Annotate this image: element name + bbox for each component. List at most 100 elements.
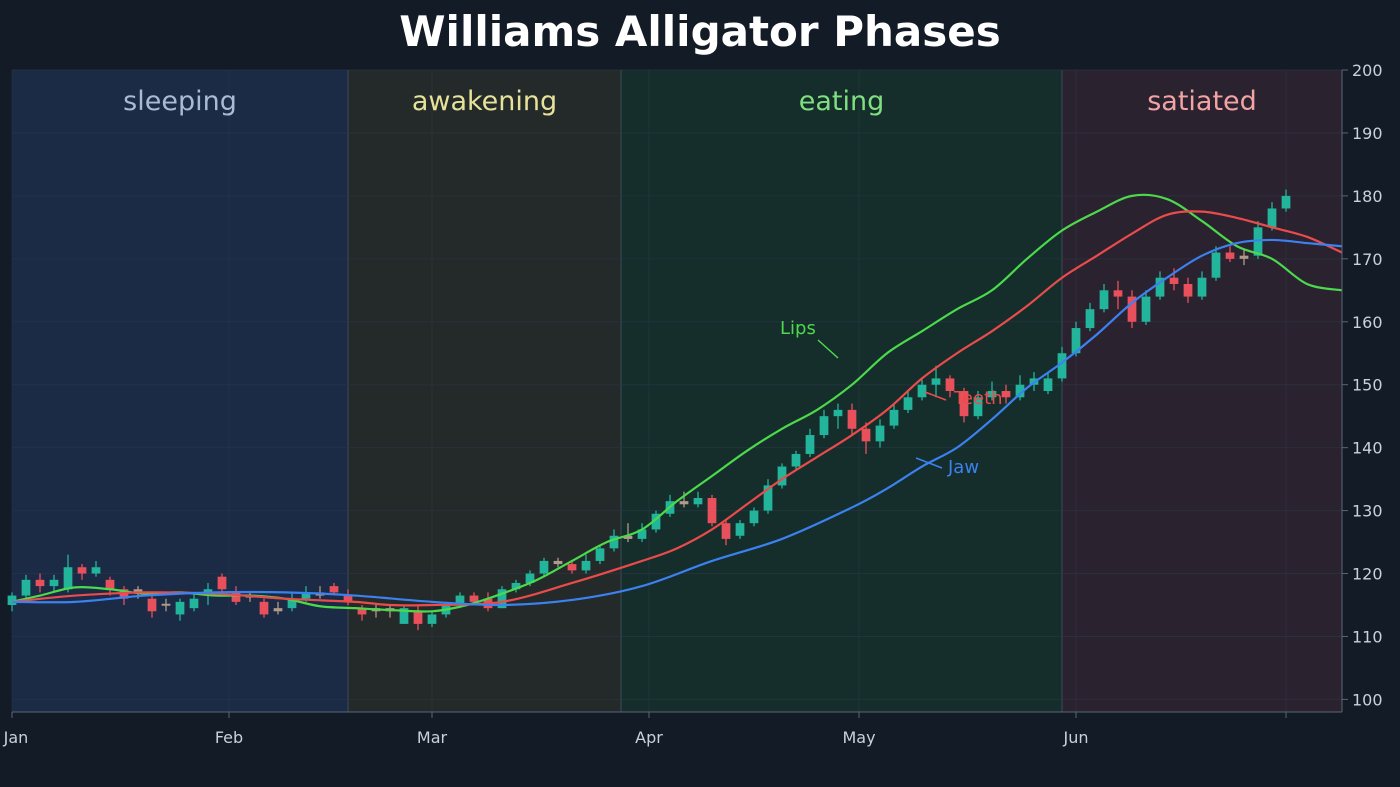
candle-body: [973, 397, 983, 417]
candle-body: [329, 586, 339, 593]
gridlines: [11, 69, 1342, 712]
phase-label-sleeping: sleeping: [123, 86, 237, 117]
candle-body: [945, 378, 955, 391]
candle-body: [861, 428, 871, 442]
annotation-leader-teeth: [924, 391, 947, 401]
candle-body: [1127, 296, 1137, 322]
candles: [7, 189, 1291, 631]
y-tick-label: 140: [1352, 439, 1383, 458]
candle-body: [1239, 255, 1249, 259]
candle-body: [833, 409, 843, 417]
alligator-lines: [11, 193, 1343, 613]
candle-body: [7, 595, 17, 605]
candle-body: [595, 548, 605, 561]
candle-body: [777, 466, 787, 486]
candle-body: [847, 409, 857, 429]
candle-body: [693, 498, 703, 505]
candle-body: [889, 409, 899, 426]
candle-body: [581, 560, 591, 571]
candle-body: [63, 567, 73, 590]
phase-band-awakening: [348, 70, 621, 712]
candle-body: [1253, 227, 1263, 256]
candle-body: [259, 601, 269, 615]
y-tick-label: 180: [1352, 187, 1383, 206]
x-tick-label: Mar: [417, 728, 448, 747]
candle-body: [819, 416, 829, 436]
candle-body: [231, 592, 241, 602]
phase-band-satiated: [1062, 70, 1342, 712]
candle-body: [875, 425, 885, 442]
x-tick-label: Jun: [1063, 728, 1089, 747]
annotation-label-teeth: Teeth: [953, 388, 1003, 409]
candle-body: [1057, 353, 1067, 379]
candle-body: [413, 611, 423, 624]
candle-body: [735, 523, 745, 536]
candle-body: [217, 576, 227, 590]
candle-body: [77, 567, 87, 574]
candle-body: [539, 560, 549, 574]
candle-body: [175, 601, 185, 615]
phase-label-eating: eating: [799, 86, 885, 117]
x-tick-label: Feb: [215, 728, 243, 747]
candle-body: [651, 513, 661, 530]
candle-body: [469, 595, 479, 602]
candle-body: [567, 564, 577, 571]
candle-body: [35, 579, 45, 587]
candle-body: [1155, 277, 1165, 297]
x-tick-label: May: [842, 728, 875, 747]
candle-body: [497, 589, 507, 609]
candle-body: [133, 589, 143, 593]
candle-body: [455, 595, 465, 605]
candle-body: [49, 579, 59, 587]
candle-body: [637, 529, 647, 539]
candle-body: [791, 453, 801, 467]
candle-body: [105, 579, 115, 590]
candle-body: [1197, 277, 1207, 297]
candle-body: [1281, 195, 1291, 209]
y-tick-label: 130: [1352, 502, 1383, 521]
candle-body: [903, 397, 913, 410]
candle-body: [1211, 252, 1221, 278]
candle-body: [553, 560, 563, 565]
candle-body: [21, 579, 31, 596]
candle-body: [623, 535, 633, 539]
candle-body: [343, 595, 353, 602]
candle-body: [1113, 290, 1123, 297]
candle-body: [161, 603, 171, 606]
phase-labels: sleeping awakening eating satiated: [123, 86, 1257, 117]
x-tick-label: Jan: [3, 728, 29, 747]
x-tick-label: Apr: [635, 728, 663, 747]
candle-body: [91, 567, 101, 574]
y-tick-label: 150: [1352, 376, 1383, 395]
series-line-teeth: [11, 210, 1343, 607]
y-tick-label: 100: [1352, 690, 1383, 709]
annotation-leader-jaw: [915, 457, 943, 469]
candle-body: [273, 608, 283, 612]
candle-body: [399, 608, 409, 624]
phase-label-satiated: satiated: [1147, 86, 1257, 117]
candle-body: [189, 598, 199, 609]
candle-body: [427, 614, 437, 624]
candle-body: [301, 592, 311, 599]
y-tick-label: 120: [1352, 565, 1383, 584]
y-tick-label: 110: [1352, 627, 1383, 646]
candle-body: [707, 498, 717, 524]
annotation-label-lips: Lips: [780, 318, 816, 339]
y-tick-label: 200: [1352, 61, 1383, 80]
candle-body: [511, 582, 521, 590]
candle-body: [987, 391, 997, 398]
series-line-lips: [11, 193, 1343, 613]
candle-body: [749, 510, 759, 524]
candle-body: [1001, 391, 1011, 398]
candle-body: [1043, 378, 1053, 391]
candle-body: [1015, 384, 1025, 398]
series-line-jaw: [11, 238, 1343, 607]
phase-bands: [12, 70, 1342, 712]
candle-body: [1183, 284, 1193, 297]
candle-body: [959, 391, 969, 417]
candle-body: [1267, 208, 1277, 228]
y-tick-label: 160: [1352, 313, 1383, 332]
candle-body: [931, 378, 941, 385]
candle-body: [679, 501, 689, 505]
